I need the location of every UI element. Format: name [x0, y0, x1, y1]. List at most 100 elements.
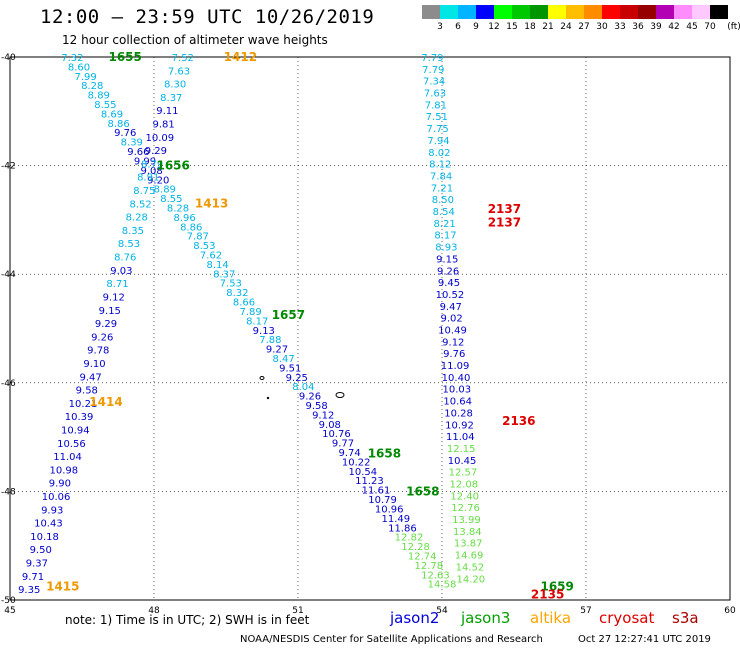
wave-height-label: 9.77: [332, 439, 354, 450]
map-frame: [9, 56, 731, 601]
wave-height-label: 7.99: [74, 72, 96, 83]
wave-height-label: 8.55: [160, 194, 182, 205]
wave-height-label: 9.74: [338, 448, 360, 459]
wave-height-label: 12.76: [451, 503, 480, 514]
colorbar-swatch: [494, 5, 512, 19]
colorbar-label: 9: [473, 22, 479, 32]
colorbar-swatch: [440, 5, 458, 19]
wave-height-label: 8.69: [101, 109, 123, 120]
wave-height-label: 9.50: [30, 545, 52, 556]
pass-time-label: 1657: [272, 308, 305, 322]
island: [259, 376, 265, 380]
wave-height-label: 10.18: [30, 532, 59, 543]
wave-height-label: 8.89: [154, 185, 176, 196]
wave-height-label: 12.74: [408, 552, 437, 563]
wave-height-label: 11.86: [388, 523, 417, 534]
wave-height-label: 8.60: [68, 62, 90, 73]
wave-height-label: 8.91: [137, 173, 159, 184]
pass-time-label: 1658: [406, 484, 439, 498]
wave-height-label: 10.54: [348, 467, 377, 478]
wave-height-label: 9.27: [266, 345, 288, 356]
colorbar-swatch: [512, 5, 530, 19]
wave-height-label: 11.23: [355, 476, 384, 487]
wave-height-label: 8.17: [434, 231, 456, 242]
wave-height-label: 9.58: [305, 401, 327, 412]
wave-height-label: 7.63: [168, 66, 190, 77]
pass-time-label: 1414: [89, 395, 122, 409]
wave-height-label: 14.69: [455, 551, 484, 562]
mission-altika: altika: [530, 609, 572, 627]
wave-height-label: 8.14: [206, 260, 228, 271]
colorbar-label: 24: [560, 22, 572, 32]
wave-height-label: 10.52: [436, 290, 465, 301]
pass-time-label: 1659: [540, 579, 573, 593]
wave-height-label: 8.50: [432, 195, 454, 206]
lat-tick-label: -44: [1, 270, 16, 280]
wave-height-label: 9.35: [18, 585, 40, 596]
colorbar-label: 3: [437, 22, 443, 32]
pass-time-label: 1413: [195, 197, 228, 211]
colorbar-swatch: [476, 5, 494, 19]
pass-time-label: 2136: [502, 414, 535, 428]
lat-tick-label: -46: [1, 379, 16, 389]
lon-tick-label: 48: [148, 606, 160, 616]
wave-height-label: 8.53: [193, 241, 215, 252]
wave-height-label: 8.89: [88, 91, 110, 102]
wave-height-label: 8.30: [164, 80, 186, 91]
wave-height-label: 7.52: [172, 53, 194, 64]
wave-height-label: 9.71: [22, 572, 44, 583]
island: [266, 396, 270, 400]
colorbar-swatch: [602, 5, 620, 19]
wave-height-label: 10.28: [444, 408, 473, 419]
wave-height-label: 9.12: [442, 337, 464, 348]
colorbar-label: 33: [614, 22, 626, 32]
wave-height-label: 9.58: [76, 386, 98, 397]
wave-height-label: 9.26: [91, 332, 113, 343]
wave-height-label: 8.52: [129, 199, 151, 210]
wave-height-label: 12.08: [449, 480, 478, 491]
wave-height-label: 7.51: [426, 112, 448, 123]
wave-height-label: 8.79: [141, 159, 163, 170]
wave-height-label: 7.63: [424, 89, 446, 100]
wave-height-label: 13.87: [454, 539, 483, 550]
wave-height-label: 12.15: [447, 444, 476, 455]
wave-height-label: 8.47: [272, 354, 294, 365]
wave-height-label: 11.49: [381, 514, 410, 525]
wave-height-label: 10.45: [448, 456, 477, 467]
wave-height-label: 8.54: [433, 207, 455, 218]
wave-height-label: 9.10: [83, 359, 105, 370]
wave-height-label: 8.32: [226, 288, 248, 299]
pass-time-label: 2137: [488, 216, 521, 230]
colorbar-label: 39: [650, 22, 662, 32]
wave-height-label: 9.66: [127, 147, 149, 158]
lat-tick-label: -42: [1, 162, 16, 172]
wave-height-label: 14.20: [456, 574, 485, 585]
wave-height-label: 7.32: [61, 53, 83, 64]
wave-height-label: 8.76: [114, 253, 136, 264]
wave-height-label: 11.04: [446, 432, 475, 443]
wave-height-label: 9.90: [49, 479, 71, 490]
wave-height-label: 10.09: [145, 133, 174, 144]
wave-height-label: 8.21: [433, 219, 455, 230]
colorbar-swatch: [620, 5, 638, 19]
wave-height-label: 9.08: [319, 420, 341, 431]
wave-height-label: 8.55: [94, 100, 116, 111]
wave-height-label: 12.57: [449, 468, 478, 479]
wave-height-label: 12.82: [395, 533, 424, 544]
lon-tick-label: 54: [436, 606, 448, 616]
wave-height-label: 9.15: [436, 254, 458, 265]
wave-height-label: 7.62: [200, 251, 222, 262]
wave-height-label: 10.22: [342, 457, 371, 468]
colorbar-swatch: [548, 5, 566, 19]
wave-height-label: 10.94: [61, 426, 90, 437]
wave-height-label: 9.25: [286, 373, 308, 384]
wave-height-label: 7.79: [421, 53, 443, 64]
wave-height-label: 9.81: [152, 120, 174, 131]
wave-height-label: 9.20: [147, 175, 169, 186]
wave-height-label: 7.75: [426, 124, 448, 135]
wave-height-label: 9.03: [110, 266, 132, 277]
wave-height-label: 10.56: [57, 439, 86, 450]
wave-height-label: 8.75: [133, 186, 155, 197]
colorbar-label: 42: [668, 22, 680, 32]
mission-s3a: s3a: [672, 609, 699, 627]
